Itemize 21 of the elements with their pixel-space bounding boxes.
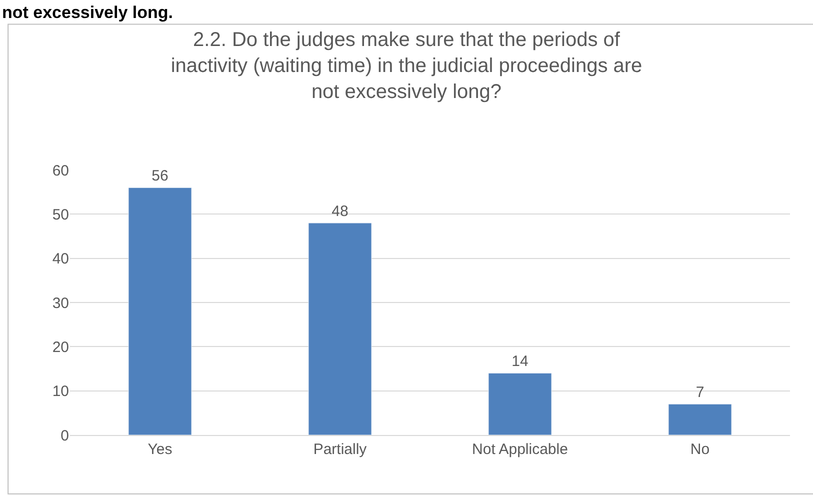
y-tick-label: 30 bbox=[52, 294, 69, 312]
data-label: 56 bbox=[152, 168, 168, 185]
y-tick-label: 20 bbox=[52, 338, 69, 356]
text: not excessively long. bbox=[2, 3, 174, 22]
x-tick-label: Not Applicable bbox=[472, 441, 568, 458]
bar bbox=[308, 222, 372, 435]
bar bbox=[488, 372, 552, 435]
x-tick-label: No bbox=[690, 441, 710, 458]
data-label: 14 bbox=[512, 353, 528, 370]
y-tick-label: 10 bbox=[52, 383, 69, 400]
y-tick-label: 40 bbox=[52, 250, 69, 268]
x-tick-label: Partially bbox=[313, 441, 368, 458]
y-tick-label: 50 bbox=[52, 206, 69, 224]
x-tick-label: Yes bbox=[148, 441, 172, 458]
chart-title: 2.2. Do the judges make sure that the periods of inactivity (waiting time) in the judicial proceedings are not excessively long? bbox=[170, 29, 642, 103]
bar bbox=[128, 187, 192, 435]
data-label: 7 bbox=[696, 384, 704, 402]
bar bbox=[668, 404, 732, 435]
y-tick-label: 60 bbox=[52, 162, 69, 180]
y-tick-label: 0 bbox=[60, 427, 69, 444]
data-label: 48 bbox=[332, 203, 348, 220]
